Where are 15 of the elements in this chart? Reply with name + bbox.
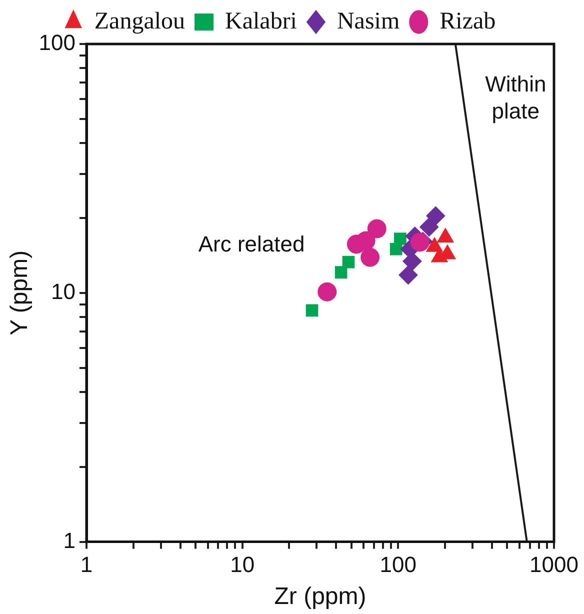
annotation: Within plate bbox=[485, 71, 546, 124]
y-tick-label: 10 bbox=[51, 278, 76, 304]
y-tick-label: 100 bbox=[38, 30, 76, 56]
legend-label: Nasim bbox=[336, 8, 400, 34]
legend-label: Zangalou bbox=[94, 8, 186, 34]
annotation: Arc related bbox=[198, 232, 305, 257]
legend-label: Kalabri bbox=[225, 8, 298, 34]
x-tick-label: 100 bbox=[380, 552, 417, 578]
x-tick-label: 1 bbox=[80, 552, 93, 578]
legend-label: Rizab bbox=[440, 8, 496, 34]
y-tick-label: 1 bbox=[63, 528, 76, 553]
x-tick-label: 10 bbox=[230, 552, 255, 578]
y-axis-title: Y (ppm) bbox=[6, 250, 34, 336]
x-axis-title: Zr (ppm) bbox=[274, 583, 366, 610]
x-tick-label: 1000 bbox=[530, 552, 578, 578]
